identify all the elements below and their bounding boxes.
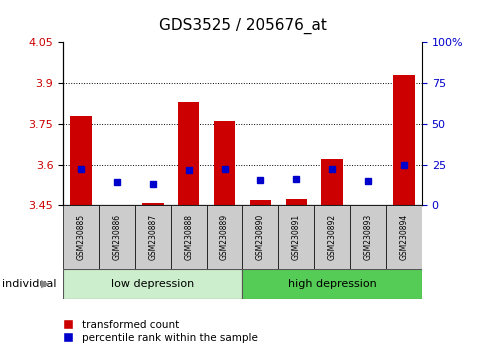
Text: high depression: high depression: [287, 279, 376, 289]
Text: GSM230891: GSM230891: [291, 214, 300, 260]
Bar: [249, 200, 271, 207]
Text: GDS3525 / 205676_at: GDS3525 / 205676_at: [158, 18, 326, 34]
Text: GSM230894: GSM230894: [399, 214, 408, 260]
Bar: [349, 205, 385, 269]
Bar: [213, 121, 235, 207]
Bar: [242, 269, 421, 299]
Bar: [63, 269, 242, 299]
Bar: [242, 205, 278, 269]
Bar: [99, 205, 135, 269]
Bar: [178, 102, 199, 207]
Bar: [285, 199, 306, 207]
Bar: [393, 75, 414, 207]
Bar: [70, 116, 91, 207]
Legend: transformed count, percentile rank within the sample: transformed count, percentile rank withi…: [54, 315, 261, 347]
Bar: [321, 159, 342, 207]
Text: GSM230889: GSM230889: [220, 214, 228, 260]
Bar: [63, 205, 99, 269]
Bar: [278, 205, 314, 269]
Text: ▶: ▶: [41, 279, 50, 289]
Bar: [170, 205, 206, 269]
Bar: [142, 202, 163, 207]
Text: GSM230888: GSM230888: [184, 214, 193, 260]
Text: GSM230892: GSM230892: [327, 214, 336, 260]
Bar: [206, 205, 242, 269]
Text: GSM230886: GSM230886: [112, 214, 121, 260]
Text: GSM230885: GSM230885: [76, 214, 85, 260]
Bar: [385, 205, 421, 269]
Text: GSM230890: GSM230890: [256, 214, 264, 260]
Text: individual: individual: [2, 279, 57, 289]
Bar: [135, 205, 170, 269]
Text: GSM230893: GSM230893: [363, 214, 372, 260]
Text: GSM230887: GSM230887: [148, 214, 157, 260]
Text: low depression: low depression: [111, 279, 194, 289]
Bar: [314, 205, 349, 269]
